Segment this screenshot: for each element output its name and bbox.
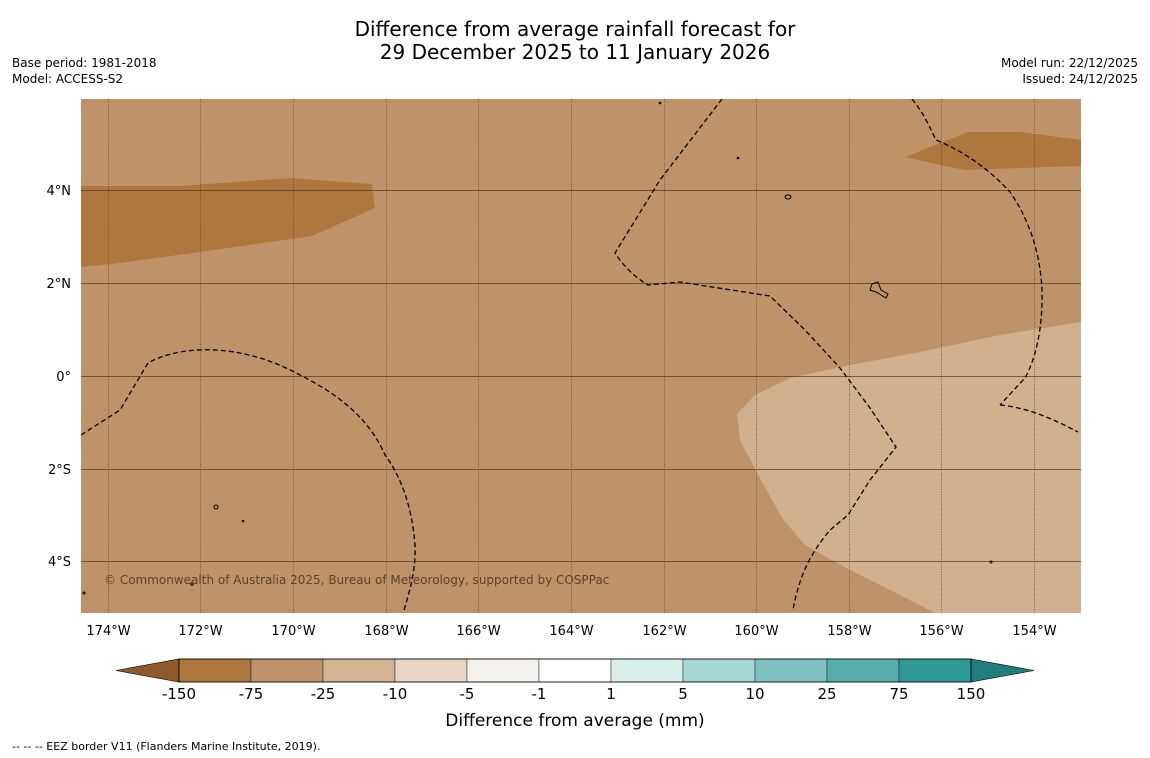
colorbar-segment — [538, 658, 612, 683]
base-period: Base period: 1981-2018 — [12, 56, 157, 70]
colorbar-tick: -75 — [239, 685, 264, 703]
colorbar-extend-low — [115, 658, 180, 683]
colorbar-tick: -5 — [460, 685, 475, 703]
map-title: Difference from average rainfall forecas… — [0, 18, 1150, 64]
island — [82, 591, 86, 595]
islands — [82, 101, 993, 595]
title-line-2: 29 December 2025 to 11 January 2026 — [379, 40, 771, 64]
colorbar-label: Difference from average (mm) — [445, 711, 704, 731]
colorbar-ticks: -150 -75 -25 -10 -5 -1 1 5 10 25 75 150 — [162, 685, 985, 703]
longitude-labels: 174°W 172°W 170°W 168°W 166°W 164°W 162°… — [86, 624, 1056, 639]
lon-label: 154°W — [1012, 624, 1056, 639]
colorbar-tick: -150 — [162, 685, 196, 703]
lon-label: 160°W — [734, 624, 778, 639]
issued-date: Issued: 24/12/2025 — [1022, 72, 1138, 86]
island — [736, 156, 740, 160]
lon-label: 156°W — [919, 624, 963, 639]
colorbar-segment — [322, 658, 396, 683]
model-name: Model: ACCESS-S2 — [12, 72, 124, 86]
island — [213, 504, 219, 510]
lat-label: 0° — [56, 370, 71, 385]
colorbar-segment — [682, 658, 756, 683]
colorbar-segment — [754, 658, 828, 683]
colorbar-segment — [394, 658, 468, 683]
region-light-southeast — [737, 322, 1081, 613]
lon-label: 170°W — [271, 624, 315, 639]
colorbar-segment — [466, 658, 540, 683]
colorbar-segment — [250, 658, 324, 683]
lon-label: 162°W — [642, 624, 686, 639]
colorbar-segment — [898, 658, 972, 683]
colorbar-tick: -25 — [311, 685, 336, 703]
island — [869, 281, 889, 299]
colorbar-extend-high — [970, 658, 1035, 683]
eez-border-central — [614, 99, 897, 611]
island — [658, 101, 662, 105]
colorbar-tick: 5 — [678, 685, 688, 703]
colorbar-tick: 25 — [817, 685, 836, 703]
colorbar-tick: 150 — [957, 685, 986, 703]
lon-label: 168°W — [364, 624, 408, 639]
lat-label: 2°N — [47, 277, 72, 292]
island — [241, 519, 245, 523]
colorbar-tick: 75 — [889, 685, 908, 703]
eez-border-southeast — [999, 404, 1079, 433]
meta-left: Base period: 1981-2018 Model: ACCESS-S2 — [12, 55, 157, 87]
colorbar-segment — [826, 658, 900, 683]
copyright-text: © Commonwealth of Australia 2025, Bureau… — [104, 573, 609, 587]
colorbar: -150 -75 -25 -10 -5 -1 1 5 10 25 75 150 … — [115, 658, 1035, 731]
colorbar-tick: 1 — [606, 685, 616, 703]
eez-border-east — [911, 99, 1043, 406]
colorbar-outline — [178, 658, 972, 683]
island — [784, 194, 792, 200]
lon-label: 164°W — [549, 624, 593, 639]
lon-label: 158°W — [827, 624, 871, 639]
lon-label: 166°W — [456, 624, 500, 639]
region-dry-northeast — [905, 132, 1081, 170]
colorbar-tick: -10 — [383, 685, 408, 703]
lon-label: 174°W — [86, 624, 130, 639]
model-run: Model run: 22/12/2025 — [1000, 56, 1138, 70]
graticule — [81, 99, 1081, 613]
lon-label: 172°W — [178, 624, 222, 639]
eez-borders — [81, 99, 1079, 611]
latitude-labels: 4°N 2°N 0° 2°S 4°S — [47, 184, 72, 570]
lat-label: 2°S — [48, 463, 71, 478]
region-dry-west — [81, 178, 375, 267]
colorbar-tick: 10 — [745, 685, 764, 703]
colorbar-segment — [610, 658, 684, 683]
colorbar-segment — [178, 658, 252, 683]
lat-label: 4°N — [47, 184, 72, 199]
island — [190, 582, 194, 586]
meta-right: Model run: 22/12/2025 Issued: 24/12/2025 — [1001, 55, 1138, 87]
lat-label: 4°S — [48, 555, 71, 570]
eez-border-west — [81, 349, 416, 611]
footnote-eez: -- -- -- EEZ border V11 (Flanders Marine… — [12, 740, 321, 753]
colorbar-segments — [178, 658, 972, 683]
colorbar-tick: -1 — [532, 685, 547, 703]
island — [989, 560, 993, 564]
title-line-1: Difference from average rainfall forecas… — [354, 17, 796, 41]
